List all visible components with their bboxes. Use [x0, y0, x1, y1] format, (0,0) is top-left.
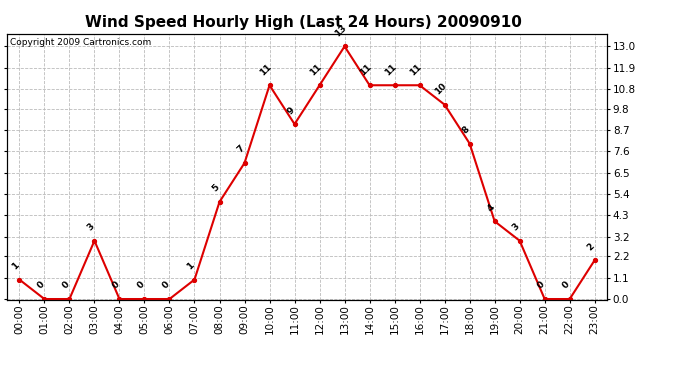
Text: 3: 3: [86, 222, 96, 232]
Text: 0: 0: [160, 280, 171, 291]
Text: 9: 9: [286, 105, 296, 116]
Text: 8: 8: [460, 124, 471, 135]
Text: 11: 11: [383, 62, 398, 77]
Text: 5: 5: [210, 183, 221, 194]
Text: 11: 11: [308, 62, 324, 77]
Text: 7: 7: [235, 144, 246, 155]
Text: 0: 0: [560, 280, 571, 291]
Text: 0: 0: [135, 280, 146, 291]
Text: 4: 4: [486, 202, 496, 213]
Text: 0: 0: [60, 280, 71, 291]
Text: 1: 1: [10, 261, 21, 272]
Text: 0: 0: [110, 280, 121, 291]
Text: 3: 3: [511, 222, 522, 232]
Text: Copyright 2009 Cartronics.com: Copyright 2009 Cartronics.com: [10, 38, 151, 47]
Text: 1: 1: [186, 261, 196, 272]
Text: 0: 0: [35, 280, 46, 291]
Text: 13: 13: [333, 23, 348, 38]
Text: 2: 2: [586, 241, 596, 252]
Text: 0: 0: [535, 280, 546, 291]
Text: 10: 10: [433, 81, 448, 96]
Text: Wind Speed Hourly High (Last 24 Hours) 20090910: Wind Speed Hourly High (Last 24 Hours) 2…: [85, 15, 522, 30]
Text: 11: 11: [258, 62, 273, 77]
Text: 11: 11: [408, 62, 424, 77]
Text: 11: 11: [358, 62, 373, 77]
